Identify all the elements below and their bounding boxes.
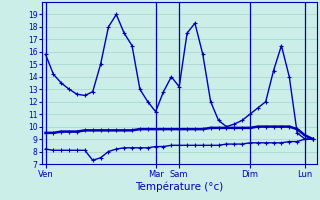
- X-axis label: Température (°c): Température (°c): [135, 181, 223, 192]
